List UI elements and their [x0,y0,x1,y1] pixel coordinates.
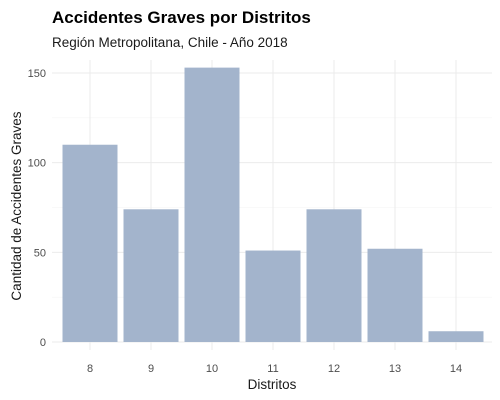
bar-district-11 [245,250,301,342]
x-tick-label: 10 [206,363,218,375]
y-tick-label: 50 [34,247,46,259]
y-tick-label: 150 [28,68,46,80]
y-axis-title: Cantidad de Accidentes Graves [9,111,24,300]
x-tick-label: 14 [450,363,462,375]
y-axis-tick-labels: 0 50 100 150 [28,68,46,349]
x-tick-label: 11 [267,363,278,375]
bar-district-14 [428,331,484,342]
bar-district-10 [184,67,240,343]
x-tick-label: 9 [148,363,154,375]
x-axis-title: Distritos [248,377,297,392]
x-tick-label: 13 [389,363,401,375]
chart-subtitle: Región Metropolitana, Chile - Año 2018 [52,35,288,50]
y-tick-label: 100 [28,158,46,170]
chart-title: Accidentes Graves por Distritos [52,8,311,27]
x-axis-tick-labels: 8 9 10 11 12 13 14 [87,363,462,375]
bar-district-9 [123,209,179,342]
x-tick-label: 12 [328,363,340,375]
y-tick-label: 0 [40,337,46,349]
x-tick-label: 8 [87,363,93,375]
bar-district-8 [62,144,118,342]
bars [62,67,484,343]
bar-district-12 [306,209,362,342]
bar-district-13 [367,248,423,342]
